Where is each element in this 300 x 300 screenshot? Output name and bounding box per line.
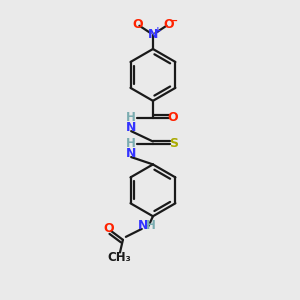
Text: N: N	[126, 147, 136, 160]
Text: H: H	[146, 219, 155, 232]
Text: O: O	[103, 222, 114, 235]
Text: N: N	[138, 219, 149, 232]
Text: H: H	[126, 137, 136, 150]
Text: CH₃: CH₃	[107, 251, 131, 264]
Text: S: S	[169, 137, 178, 150]
Text: N: N	[126, 121, 136, 134]
Text: H: H	[126, 111, 136, 124]
Text: O: O	[132, 18, 143, 31]
Text: −: −	[169, 16, 178, 26]
Text: +: +	[154, 26, 161, 35]
Text: O: O	[168, 111, 178, 124]
Text: O: O	[163, 18, 174, 31]
Text: N: N	[148, 28, 158, 41]
